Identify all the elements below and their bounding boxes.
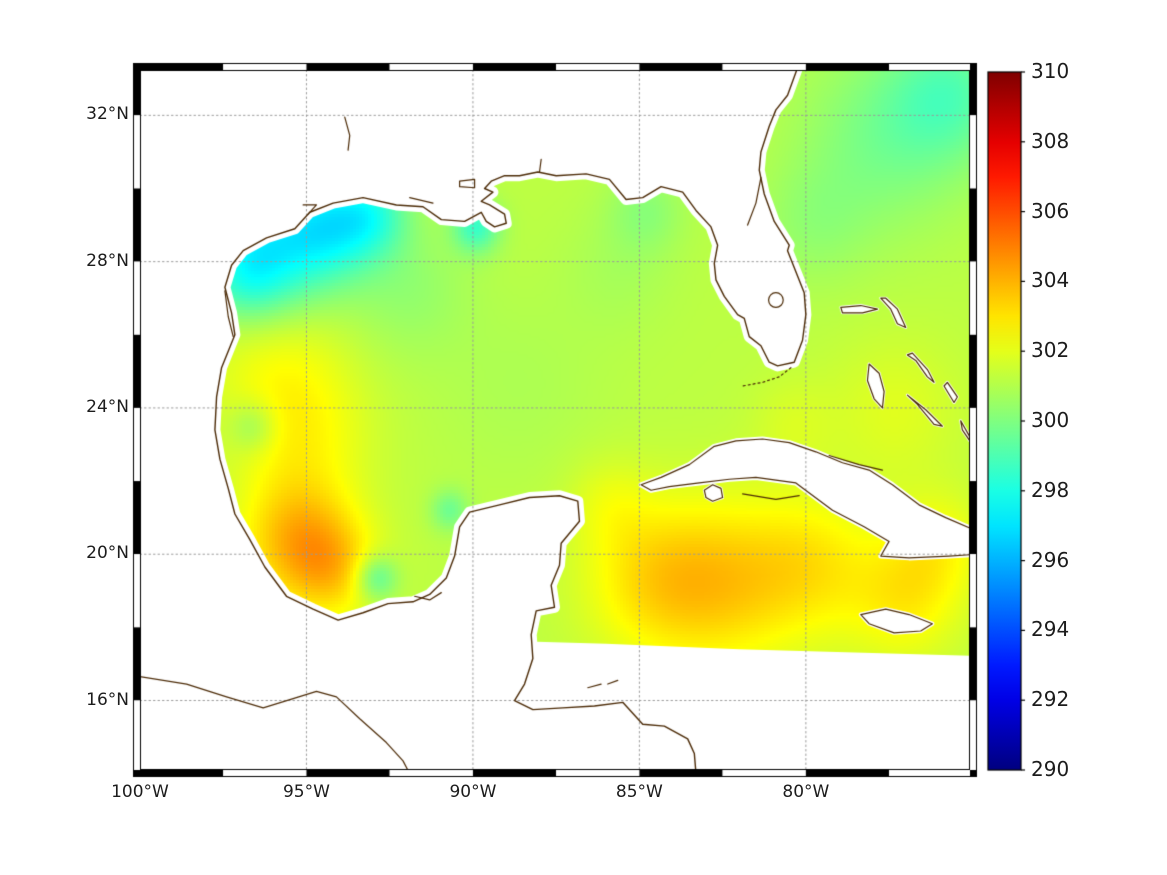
map-plot-canvas bbox=[0, 0, 1167, 875]
matplotlib-figure: 100°W 95°W 90°W 85°W 80°W 32°N 28°N 24°N 20°N 16°… bbox=[0, 0, 1167, 875]
